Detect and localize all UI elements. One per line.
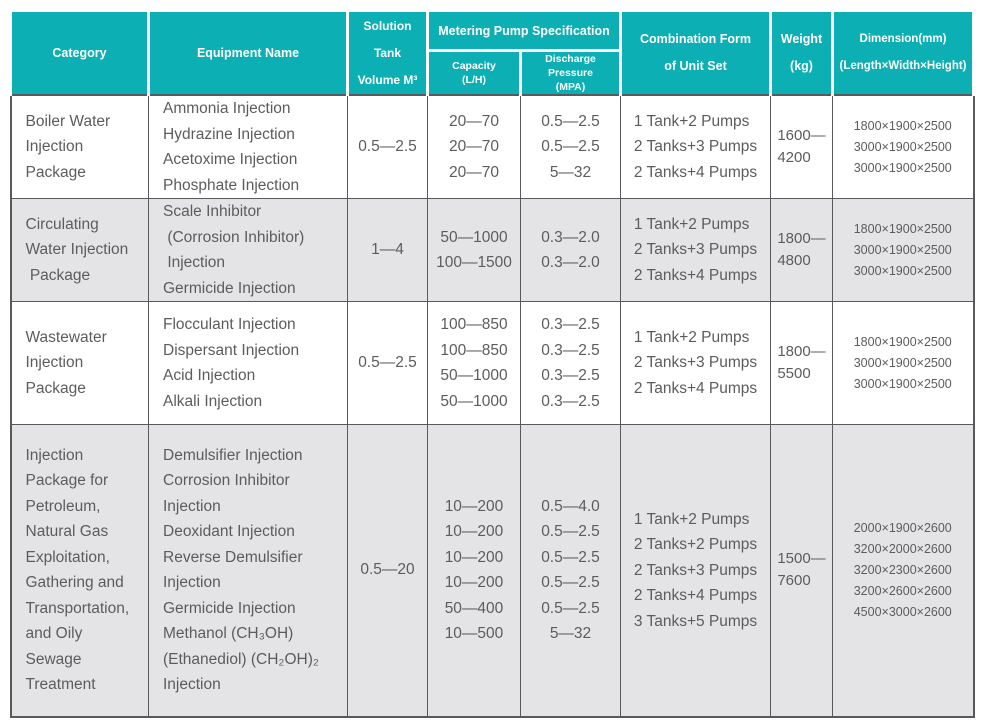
cell-combination: 1 Tank+2 Pumps 2 Tanks+3 Pumps 2 Tanks+4…	[620, 198, 771, 302]
cell-tank-volume: 0.5—2.5	[347, 301, 428, 425]
cell-weight: 1600— 4200	[770, 94, 833, 199]
cell-tank-volume: 0.5—2.5	[347, 94, 428, 199]
combination-list: 1 Tank+2 Pumps 2 Tanks+3 Pumps 2 Tanks+4…	[633, 215, 758, 284]
cell-weight: 1500— 7600	[770, 424, 833, 718]
table-row-petroleum-package: Injection Package for Petroleum, Natural…	[9, 424, 975, 718]
weight-range: 1800— 4800	[777, 230, 826, 269]
col-header-solution-tank-volume: Solution Tank Volume M³	[346, 9, 429, 95]
weight-range: 1500— 7600	[777, 550, 826, 590]
cell-pressure: 0.3—2.5 0.3—2.5 0.3—2.5 0.3—2.5	[520, 301, 621, 425]
cell-category: Injection Package for Petroleum, Natural…	[9, 424, 149, 718]
table-row-boiler-water: Boiler Water Injection Package Ammonia I…	[9, 94, 975, 199]
col-header-combination-form: Combination Form of Unit Set	[619, 9, 772, 95]
col-header-equipment-name: Equipment Name	[147, 9, 349, 95]
weight-range: 1600— 4200	[777, 127, 826, 166]
cell-dimension: 1800×1900×2500 3000×1900×2500 3000×1900×…	[832, 198, 975, 302]
cell-category: Boiler Water Injection Package	[9, 94, 149, 199]
cell-weight: 1800— 4800	[770, 198, 833, 302]
cell-equipment-name: Demulsifier Injection Corrosion Inhibito…	[148, 424, 348, 718]
cell-tank-volume: 1—4	[347, 198, 428, 302]
injection-package-spec-table: Category Equipment Name Solution Tank Vo…	[9, 9, 975, 718]
cell-dimension: 2000×1900×2600 3200×2000×2600 3200×2300×…	[832, 424, 975, 718]
weight-range: 1800— 5500	[777, 343, 826, 382]
col-header-dimension: Dimension(mm) (Length×Width×Height)	[831, 9, 975, 95]
cell-capacity: 10—200 10—200 10—200 10—200 50—400 10—50…	[427, 424, 521, 718]
table-header: Category Equipment Name Solution Tank Vo…	[9, 9, 975, 95]
combination-list: 1 Tank+2 Pumps 2 Tanks+3 Pumps 2 Tanks+4…	[633, 112, 758, 181]
table-row-wastewater: Wastewater Injection Package Flocculant …	[9, 301, 975, 425]
cell-capacity: 50—1000 100—1500	[427, 198, 521, 302]
cell-tank-volume: 0.5—20	[347, 424, 428, 718]
cell-combination: 1 Tank+2 Pumps 2 Tanks+2 Pumps 2 Tanks+3…	[620, 424, 771, 718]
col-header-capacity: Capacity (L/H)	[426, 49, 522, 95]
col-header-metering-pump-specification: Metering Pump Specification	[426, 9, 622, 52]
cell-pressure: 0.3—2.0 0.3—2.0	[520, 198, 621, 302]
cell-combination: 1 Tank+2 Pumps 2 Tanks+3 Pumps 2 Tanks+4…	[620, 301, 771, 425]
cell-combination: 1 Tank+2 Pumps 2 Tanks+3 Pumps 2 Tanks+4…	[620, 94, 771, 199]
cell-capacity: 100—850 100—850 50—1000 50—1000	[427, 301, 521, 425]
cell-dimension: 1800×1900×2500 3000×1900×2500 3000×1900×…	[832, 301, 975, 425]
cell-pressure: 0.5—2.5 0.5—2.5 5—32	[520, 94, 621, 199]
cell-dimension: 1800×1900×2500 3000×1900×2500 3000×1900×…	[832, 94, 975, 199]
cell-capacity: 20—70 20—70 20—70	[427, 94, 521, 199]
combination-list: 1 Tank+2 Pumps 2 Tanks+2 Pumps 2 Tanks+3…	[633, 510, 758, 630]
cell-weight: 1800— 5500	[770, 301, 833, 425]
cell-category: Wastewater Injection Package	[9, 301, 149, 425]
table-row-circulating-water: Circulating Water Injection Package Scal…	[9, 198, 975, 302]
cell-equipment-name: Scale Inhibitor (Corrosion Inhibitor) In…	[148, 198, 348, 302]
cell-equipment-name: Flocculant Injection Dispersant Injectio…	[148, 301, 348, 425]
combination-list: 1 Tank+2 Pumps 2 Tanks+3 Pumps 2 Tanks+4…	[633, 328, 758, 397]
cell-pressure: 0.5—4.0 0.5—2.5 0.5—2.5 0.5—2.5 0.5—2.5 …	[520, 424, 621, 718]
col-header-discharge-pressure: Discharge Pressure (MPA)	[519, 49, 622, 95]
col-header-category: Category	[9, 9, 150, 95]
cell-equipment-name: Ammonia Injection Hydrazine Injection Ac…	[148, 94, 348, 199]
col-header-weight: Weight (kg)	[769, 9, 834, 95]
table-body: Boiler Water Injection Package Ammonia I…	[9, 94, 975, 718]
cell-category: Circulating Water Injection Package	[9, 198, 149, 302]
